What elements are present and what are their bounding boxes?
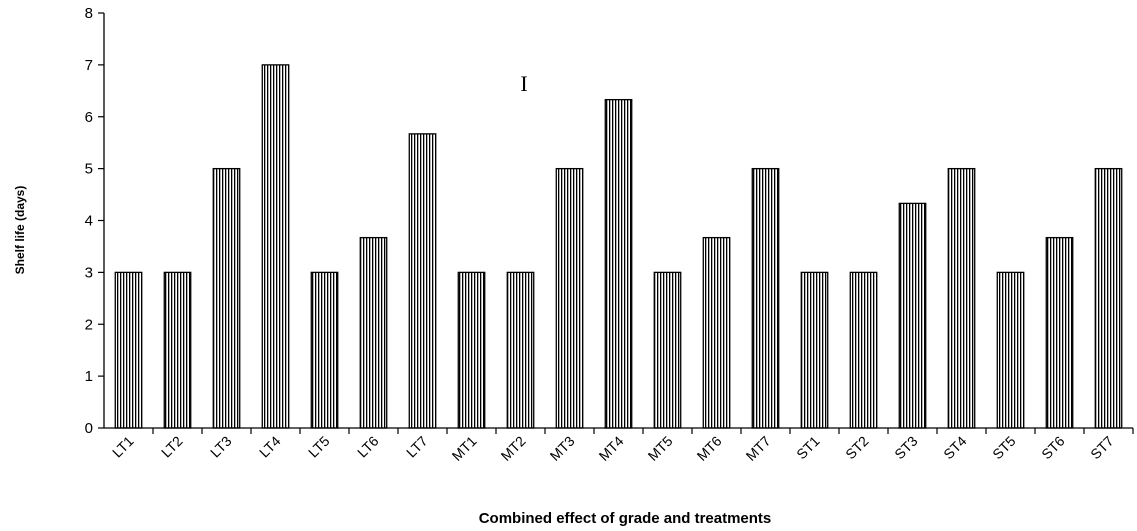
y-tick-label: 8 <box>85 5 93 22</box>
x-tick-label-st5: ST5 <box>989 433 1019 463</box>
bar-lt3 <box>212 167 241 429</box>
x-tick-label-mt7: MT7 <box>743 433 774 464</box>
bar-lt6 <box>359 236 388 429</box>
x-tick-label-st2: ST2 <box>842 433 872 463</box>
bar-st4 <box>947 167 976 429</box>
x-tick-label-mt3: MT3 <box>547 433 578 464</box>
y-tick-label: 2 <box>85 316 93 333</box>
x-axis-title: Combined effect of grade and treatments <box>479 510 772 527</box>
x-tick-label-st3: ST3 <box>891 433 921 463</box>
y-axis-title: Shelf life (days) <box>13 186 27 275</box>
y-tick-label: 3 <box>85 264 93 281</box>
x-tick-label-lt6: LT6 <box>354 433 382 461</box>
x-tick-label-st1: ST1 <box>793 433 823 463</box>
bar-lt7 <box>408 133 437 429</box>
y-tick-label: 7 <box>85 57 93 74</box>
x-tick-label-lt4: LT4 <box>256 433 284 461</box>
x-tick-label-lt3: LT3 <box>207 433 235 461</box>
x-tick-label-st4: ST4 <box>940 433 970 463</box>
x-tick-label-mt5: MT5 <box>645 433 676 464</box>
bar-st6 <box>1045 236 1074 429</box>
bar-lt5 <box>310 271 339 429</box>
y-tick-label: 4 <box>85 213 93 230</box>
bar-st7 <box>1094 167 1123 429</box>
bar-mt7 <box>751 167 780 429</box>
x-tick-label-lt2: LT2 <box>158 433 186 461</box>
x-tick-label-mt6: MT6 <box>694 433 725 464</box>
y-axis-ticks: 0 1 2 3 4 5 6 7 8 <box>85 5 104 437</box>
bar-mt1 <box>457 271 486 429</box>
bar-lt4 <box>261 64 290 429</box>
y-tick-label: 0 <box>85 420 93 437</box>
y-tick-label: 1 <box>85 368 93 385</box>
bar-mt2 <box>506 271 535 429</box>
error-bar-marker: I <box>520 71 527 96</box>
bar-lt1 <box>114 271 143 429</box>
bar-mt5 <box>653 271 682 429</box>
bar-mt6 <box>702 236 731 429</box>
bar-mt4 <box>604 98 633 429</box>
x-tick-label-st6: ST6 <box>1038 433 1068 463</box>
x-tick-label-lt5: LT5 <box>305 433 333 461</box>
x-tick-label-mt2: MT2 <box>498 433 529 464</box>
x-tick-label-st7: ST7 <box>1087 433 1117 463</box>
x-axis-tick-labels: LT1 LT2 LT3 LT4 LT5 LT6 LT7 MT1 MT2 MT3 MT4 MT5 MT6 M… <box>109 428 1134 464</box>
bar-st2 <box>849 271 878 429</box>
x-tick-label-lt7: LT7 <box>403 433 431 461</box>
x-tick-label-mt4: MT4 <box>596 433 627 464</box>
bar-st5 <box>996 271 1025 429</box>
bars <box>114 64 1123 429</box>
bar-lt2 <box>163 271 192 429</box>
bar-st1 <box>800 271 829 429</box>
x-tick-label-lt1: LT1 <box>109 433 137 461</box>
bar-st3 <box>898 202 927 429</box>
y-tick-label: 5 <box>85 161 93 178</box>
bar-mt3 <box>555 167 584 429</box>
x-tick-label-mt1: MT1 <box>449 433 480 464</box>
y-tick-label: 6 <box>85 109 93 126</box>
